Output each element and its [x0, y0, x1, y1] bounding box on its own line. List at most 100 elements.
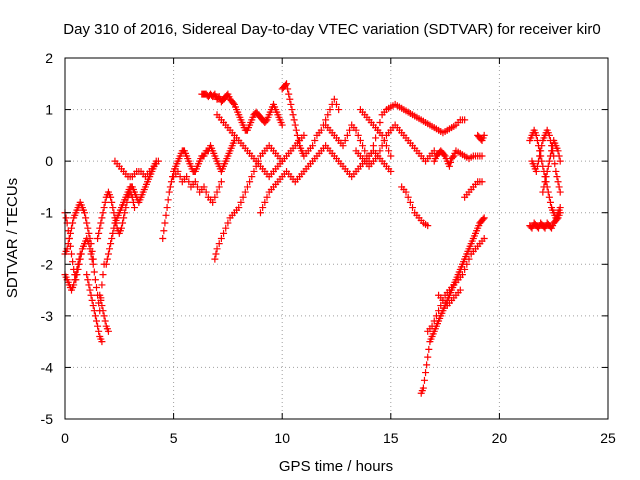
data-point [532, 131, 540, 139]
series-track-cc [539, 137, 564, 196]
y-tick-label: 1 [45, 102, 53, 118]
data-point [224, 219, 232, 227]
data-point [311, 137, 319, 145]
data-point [294, 137, 302, 145]
data-point [409, 204, 417, 212]
data-point [90, 307, 98, 315]
data-point [480, 235, 488, 242]
data-point [445, 162, 453, 170]
data-point [86, 235, 94, 242]
data-point [546, 152, 554, 160]
data-point [213, 188, 221, 196]
data-point [176, 173, 184, 181]
data-point [545, 193, 553, 201]
data-point [458, 271, 466, 279]
data-point [91, 276, 99, 284]
data-point [95, 327, 103, 335]
x-tick-label: 25 [600, 430, 616, 446]
data-point [424, 222, 432, 230]
data-point [259, 204, 267, 212]
data-point [254, 157, 262, 165]
data-point [64, 240, 72, 248]
data-point [220, 229, 228, 237]
data-point [250, 167, 258, 175]
data-point [341, 137, 349, 145]
data-point [430, 147, 438, 155]
data-point [387, 152, 395, 160]
series-track-t [430, 147, 486, 170]
y-axis-label: SDTVAR / TECUs [4, 178, 21, 298]
data-point [119, 219, 127, 227]
data-point [419, 384, 427, 392]
series-track-v [461, 178, 486, 201]
data-point [402, 188, 410, 196]
data-point [83, 271, 91, 279]
data-point [288, 106, 296, 114]
data-point [76, 250, 84, 258]
data-point [285, 90, 293, 98]
data-point [98, 214, 106, 222]
data-point [554, 178, 562, 186]
data-point [422, 369, 430, 377]
data-point [437, 302, 445, 310]
data-point [430, 317, 438, 325]
data-point [160, 227, 168, 235]
data-point [100, 204, 108, 212]
data-point [261, 198, 269, 206]
data-point [120, 214, 128, 222]
series-track-m [211, 142, 286, 263]
data-point [346, 126, 354, 134]
data-point [367, 149, 375, 157]
data-point [292, 126, 300, 134]
data-point [215, 183, 223, 191]
data-point [165, 188, 173, 196]
data-point [553, 173, 561, 181]
data-point [84, 276, 92, 284]
data-point [202, 188, 210, 196]
series-track-b [61, 198, 97, 263]
data-point [98, 281, 106, 289]
data-point [101, 317, 109, 325]
data-point [555, 152, 563, 160]
data-point [108, 198, 116, 206]
data-point [534, 157, 542, 165]
data-point [183, 173, 191, 181]
data-point [96, 291, 104, 299]
x-tick-label: 0 [61, 430, 69, 446]
data-point [212, 250, 220, 258]
data-point [324, 111, 332, 119]
data-point [211, 255, 219, 263]
data-point [372, 134, 380, 142]
series-track-p [322, 100, 469, 165]
data-point [287, 100, 295, 108]
data-point [131, 204, 139, 212]
data-point [382, 142, 390, 150]
data-point [478, 178, 486, 186]
data-point [479, 215, 487, 223]
data-point [99, 209, 107, 217]
axis-ticks: 0 5 10 15 20 25 -5 -4 -3 -2 -1 0 1 2 [41, 50, 616, 446]
data-point [222, 224, 230, 232]
data-point [107, 240, 115, 248]
y-tick-label: 0 [45, 153, 53, 169]
data-point [406, 198, 414, 206]
data-point [97, 296, 105, 304]
data-point [465, 255, 473, 263]
data-point [243, 183, 251, 191]
data-point [109, 204, 117, 212]
data-point [104, 327, 112, 335]
series-track-y [435, 286, 464, 310]
data-point [548, 147, 556, 155]
data-point [252, 162, 260, 170]
data-point [217, 235, 225, 242]
data-point [211, 193, 219, 201]
data-point [551, 160, 559, 168]
data-point [291, 121, 299, 129]
data-point [369, 142, 377, 150]
data-point [283, 80, 291, 88]
data-point [281, 81, 289, 89]
data-point [540, 183, 548, 191]
data-point [339, 142, 347, 150]
data-point [538, 142, 546, 150]
series-track-q [352, 121, 438, 170]
